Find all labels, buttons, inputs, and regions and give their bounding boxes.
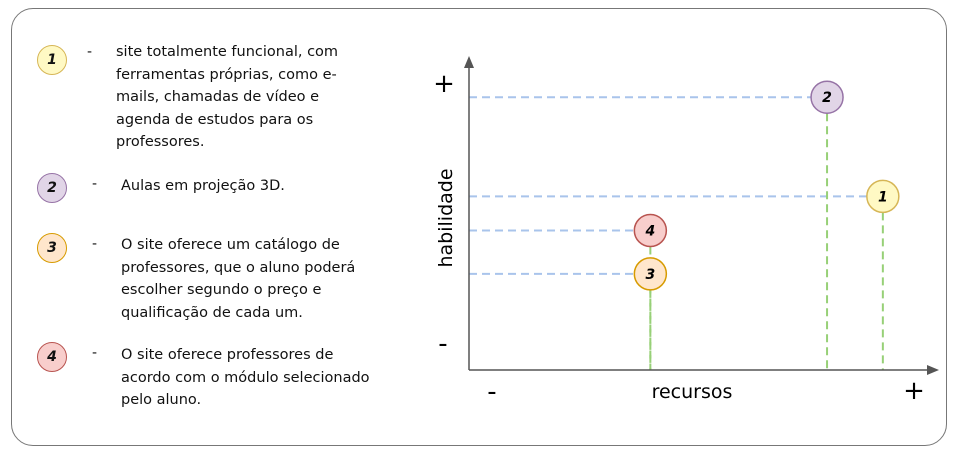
y-axis-arrow bbox=[464, 56, 474, 68]
legend-text-3: O site oferece um catálogo de professore… bbox=[121, 237, 356, 321]
x-max-label: + bbox=[903, 376, 925, 406]
x-axis-arrow bbox=[927, 365, 939, 375]
point-label-2: 2 bbox=[822, 90, 832, 106]
legend-dash-4: - bbox=[92, 345, 98, 361]
legend-text-2: Aulas em projeção 3D. bbox=[121, 178, 285, 194]
diagram-frame bbox=[11, 8, 947, 446]
point-label-3: 3 bbox=[645, 267, 655, 283]
y-max-label: + bbox=[433, 69, 455, 99]
legend-badge-3: 3 bbox=[37, 233, 67, 263]
legend-dash-2: - bbox=[92, 176, 98, 192]
x-min-label: - bbox=[487, 377, 496, 407]
point-4 bbox=[633, 213, 668, 248]
guide-lines bbox=[469, 96, 884, 370]
point-label-4: 4 bbox=[644, 224, 655, 240]
point-1 bbox=[866, 179, 900, 214]
point-3 bbox=[633, 257, 668, 291]
x-axis-title: recursos bbox=[652, 381, 733, 403]
point-2 bbox=[810, 80, 844, 114]
data-points: 1 2 3 4 bbox=[633, 80, 900, 291]
legend-text-4: O site oferece professores de acordo com… bbox=[121, 347, 370, 408]
legend-dash-1: - bbox=[87, 44, 93, 60]
y-axis-title: habilidade bbox=[435, 168, 457, 267]
legend-badge-2: 2 bbox=[37, 173, 67, 203]
point-label-1: 1 bbox=[878, 189, 888, 205]
legend-dash-3: - bbox=[92, 236, 98, 252]
legend-text-1: site totalmente funcional, com ferrament… bbox=[116, 44, 339, 150]
y-min-label: - bbox=[438, 329, 447, 359]
legend-badge-4: 4 bbox=[37, 342, 67, 372]
legend-badge-1: 1 bbox=[37, 45, 67, 75]
